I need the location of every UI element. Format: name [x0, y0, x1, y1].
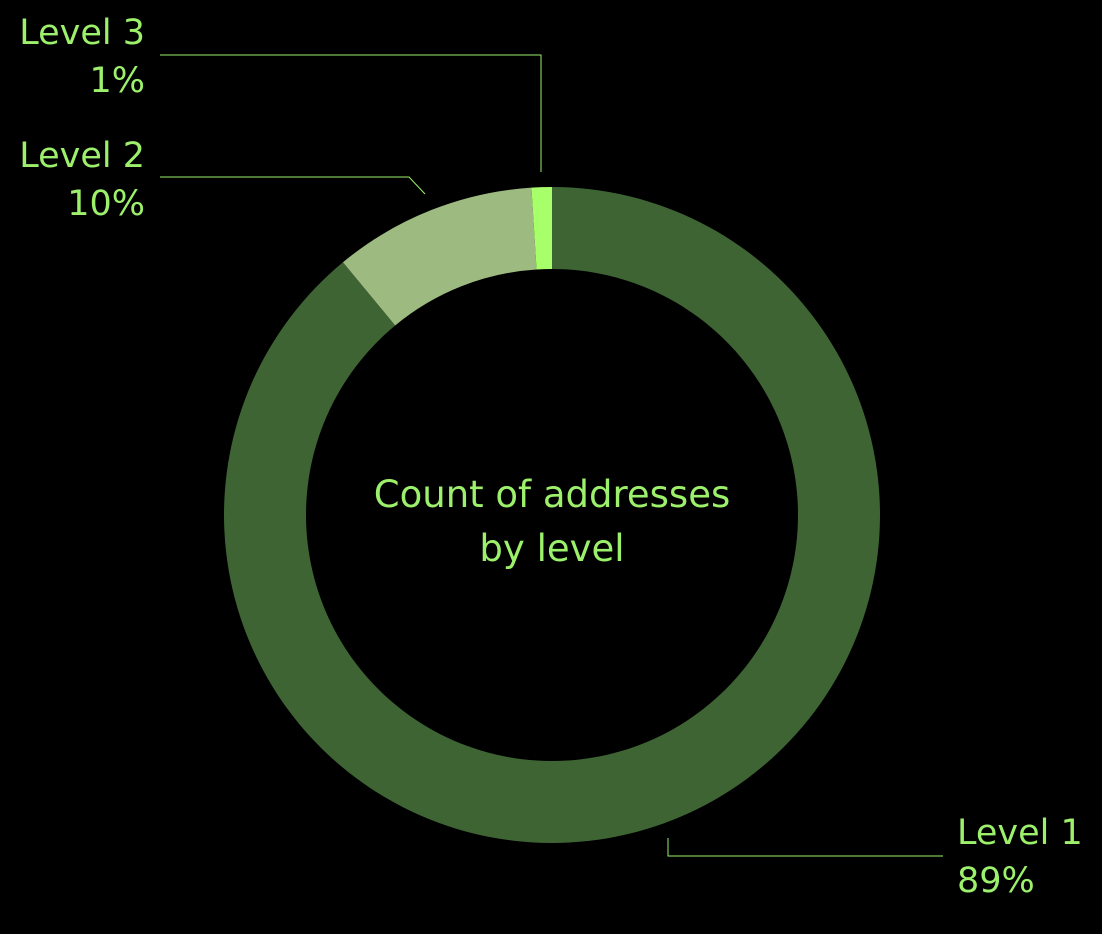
slice-label-category: Level 1	[957, 813, 1083, 853]
slice-label-value: 10%	[67, 184, 145, 224]
leader-line-level-3	[160, 54, 542, 172]
slice-label-category: Level 2	[19, 136, 145, 176]
chart-title-line-1: Count of addresses	[373, 473, 731, 516]
leader-line-level-1	[667, 838, 943, 857]
slice-level-2	[342, 187, 537, 326]
leader-lines	[160, 54, 943, 857]
slice-label-level-2: Level 2 10%	[15, 132, 145, 228]
chart-title: Count of addresses by level	[302, 468, 802, 576]
chart-title-line-2: by level	[479, 527, 625, 570]
slice-label-level-3: Level 3 1%	[15, 9, 145, 105]
slice-level-3	[531, 187, 552, 270]
slice-label-value: 89%	[957, 861, 1035, 901]
slice-label-category: Level 3	[19, 13, 145, 53]
slice-label-value: 1%	[89, 61, 145, 101]
slice-label-level-1: Level 1 89%	[957, 809, 1083, 905]
donut-slices	[223, 187, 881, 844]
leader-line-level-2	[160, 176, 426, 195]
